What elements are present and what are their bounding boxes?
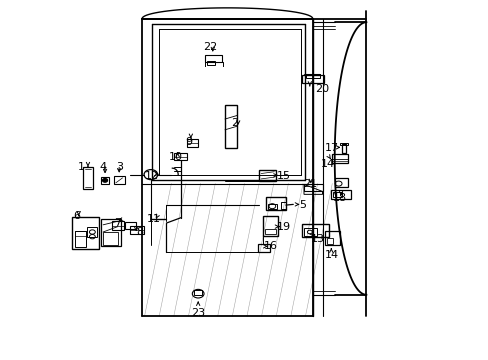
Text: 3: 3 [117,162,123,172]
Text: 13: 13 [310,234,324,244]
Text: 16: 16 [264,241,278,251]
Text: 22: 22 [203,42,217,52]
Text: 7: 7 [114,218,121,228]
Text: 2: 2 [231,118,238,128]
Bar [130,226,143,234]
Bar [280,202,286,209]
Bar [87,226,97,237]
Bar [114,176,124,184]
Bar [72,217,99,249]
Bar [341,144,345,153]
Bar [258,244,270,252]
Bar [304,184,322,192]
Text: 5: 5 [299,200,306,210]
Bar [112,221,124,230]
Text: 14: 14 [320,159,334,169]
Bar [302,75,324,83]
Bar [263,216,277,235]
Bar [302,224,328,237]
Bar [101,177,109,184]
Text: 15: 15 [276,171,290,181]
Bar [325,231,339,245]
Text: 12: 12 [144,171,159,181]
Bar [266,197,285,211]
Bar [330,190,350,199]
Bar [101,220,121,246]
Text: 18: 18 [332,193,346,203]
Bar [259,170,276,181]
Text: 19: 19 [276,222,290,231]
Bar [82,167,93,189]
Bar [267,204,276,209]
Bar [103,232,118,244]
Bar [304,228,316,235]
Bar [339,143,347,145]
Text: 9: 9 [184,138,192,147]
Bar [306,74,320,78]
Bar [224,105,237,148]
Text: 17: 17 [325,143,339,153]
Bar [125,222,136,229]
Bar [334,178,347,187]
Text: 4: 4 [100,162,106,172]
Circle shape [102,179,107,182]
Bar [186,139,197,147]
Bar [207,61,214,65]
Text: 14: 14 [325,250,339,260]
Text: 23: 23 [191,308,205,318]
Text: 11: 11 [147,215,161,224]
Text: 21: 21 [303,179,317,189]
Text: 6: 6 [73,211,80,221]
Bar [204,55,221,62]
Bar [332,192,341,197]
Bar [75,231,85,247]
Text: 20: 20 [315,84,329,94]
Text: 1: 1 [78,162,84,172]
Bar [331,154,347,163]
Text: 8: 8 [136,227,143,237]
Bar [173,153,187,160]
Text: 10: 10 [169,152,183,162]
Bar [326,238,332,244]
Bar [194,291,202,295]
Bar [264,229,275,234]
